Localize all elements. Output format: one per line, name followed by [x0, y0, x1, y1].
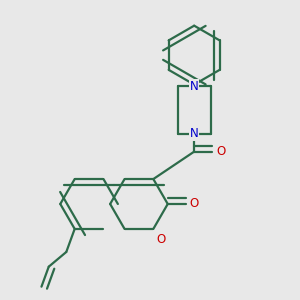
Text: O: O [190, 197, 199, 211]
Text: N: N [190, 127, 199, 140]
Text: O: O [216, 145, 225, 158]
Text: O: O [157, 233, 166, 246]
Text: N: N [190, 80, 199, 93]
